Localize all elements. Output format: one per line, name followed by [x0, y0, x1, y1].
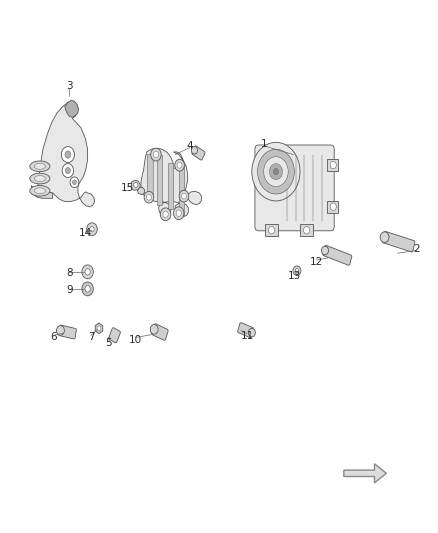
Text: 9: 9: [66, 286, 73, 295]
Text: 1: 1: [261, 140, 268, 149]
Circle shape: [65, 167, 71, 174]
Text: 11: 11: [240, 331, 254, 341]
Circle shape: [57, 326, 64, 335]
Bar: [327, 201, 338, 213]
Circle shape: [144, 191, 154, 203]
Circle shape: [87, 223, 97, 236]
Circle shape: [304, 227, 310, 234]
Circle shape: [380, 232, 389, 243]
Ellipse shape: [34, 188, 46, 193]
Polygon shape: [131, 180, 140, 190]
Text: 2: 2: [413, 244, 420, 254]
Circle shape: [177, 162, 182, 168]
Circle shape: [150, 325, 158, 334]
Circle shape: [146, 195, 152, 200]
Circle shape: [176, 210, 181, 216]
Text: 12: 12: [310, 257, 323, 266]
Circle shape: [273, 168, 279, 175]
Circle shape: [62, 164, 74, 177]
Text: 3: 3: [66, 82, 73, 91]
FancyBboxPatch shape: [323, 245, 352, 265]
Circle shape: [258, 149, 294, 194]
FancyBboxPatch shape: [192, 146, 205, 160]
Circle shape: [268, 227, 275, 234]
FancyBboxPatch shape: [238, 322, 254, 338]
Circle shape: [70, 177, 79, 188]
Circle shape: [321, 246, 328, 255]
Circle shape: [134, 182, 138, 188]
Circle shape: [85, 269, 90, 275]
Circle shape: [85, 286, 90, 292]
Circle shape: [252, 142, 300, 201]
Ellipse shape: [34, 175, 46, 181]
Circle shape: [73, 180, 77, 185]
Polygon shape: [32, 185, 53, 198]
Circle shape: [97, 326, 101, 330]
Bar: [327, 159, 338, 171]
Circle shape: [173, 207, 184, 220]
Circle shape: [179, 190, 189, 202]
Circle shape: [65, 151, 71, 158]
Circle shape: [295, 269, 299, 273]
Circle shape: [248, 328, 255, 337]
Text: 4: 4: [186, 141, 193, 151]
Ellipse shape: [30, 173, 50, 184]
Text: 15: 15: [121, 183, 134, 193]
Circle shape: [153, 151, 159, 158]
Polygon shape: [138, 188, 145, 195]
Circle shape: [330, 203, 336, 211]
Circle shape: [151, 148, 161, 161]
Polygon shape: [344, 464, 386, 483]
Bar: [168, 163, 173, 209]
FancyBboxPatch shape: [152, 324, 168, 341]
Circle shape: [82, 265, 93, 279]
Polygon shape: [65, 100, 78, 117]
Circle shape: [175, 159, 184, 171]
Polygon shape: [37, 101, 95, 207]
Circle shape: [61, 147, 74, 163]
Circle shape: [82, 282, 93, 296]
FancyBboxPatch shape: [382, 231, 415, 252]
Circle shape: [269, 164, 283, 180]
Text: 7: 7: [88, 332, 95, 342]
Text: 6: 6: [50, 332, 57, 342]
Bar: [157, 155, 162, 205]
Polygon shape: [95, 323, 103, 334]
Circle shape: [293, 266, 301, 276]
Circle shape: [191, 147, 198, 154]
Bar: [300, 224, 313, 236]
Text: 8: 8: [66, 269, 73, 278]
Circle shape: [330, 161, 336, 169]
Bar: [147, 154, 153, 196]
Circle shape: [90, 227, 94, 232]
Text: 14: 14: [79, 229, 92, 238]
Polygon shape: [141, 148, 201, 217]
Bar: [265, 224, 278, 236]
FancyBboxPatch shape: [255, 145, 334, 231]
Ellipse shape: [30, 185, 50, 196]
Circle shape: [264, 157, 288, 187]
Bar: [179, 166, 184, 215]
Text: 5: 5: [105, 338, 112, 348]
Text: 13: 13: [288, 271, 301, 281]
Text: 10: 10: [129, 335, 142, 344]
Circle shape: [160, 208, 171, 221]
FancyBboxPatch shape: [109, 328, 120, 343]
Ellipse shape: [30, 161, 50, 172]
Ellipse shape: [34, 163, 46, 169]
FancyBboxPatch shape: [59, 325, 76, 339]
Circle shape: [163, 211, 168, 217]
Circle shape: [181, 193, 186, 199]
